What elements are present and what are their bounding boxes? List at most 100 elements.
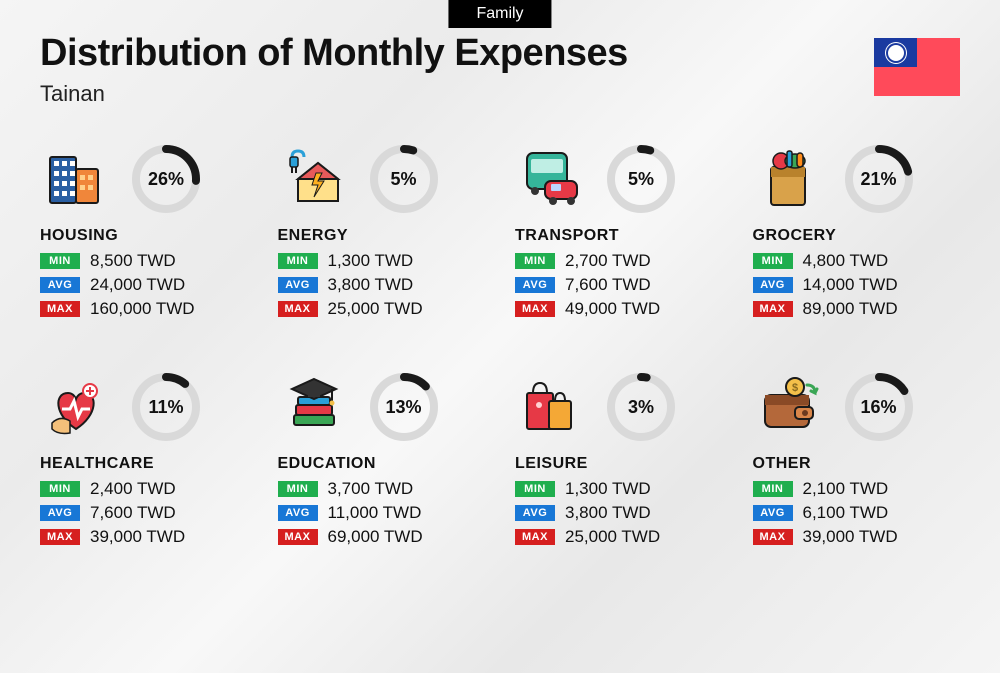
min-value: 2,700 TWD (565, 251, 651, 271)
max-tag: MAX (515, 529, 555, 545)
subtitle-city: Tainan (40, 81, 628, 107)
expense-card-grocery: 21% GROCERY MIN 4,800 TWD AVG 14,000 TWD… (753, 143, 961, 323)
min-value: 3,700 TWD (328, 479, 414, 499)
stat-max: MAX 69,000 TWD (278, 527, 486, 547)
stat-max: MAX 39,000 TWD (753, 527, 961, 547)
expense-card-education: 13% EDUCATION MIN 3,700 TWD AVG 11,000 T… (278, 371, 486, 551)
min-tag: MIN (515, 253, 555, 269)
min-value: 4,800 TWD (803, 251, 889, 271)
percent-label: 26% (130, 143, 202, 215)
avg-tag: AVG (515, 505, 555, 521)
min-value: 1,300 TWD (565, 479, 651, 499)
percent-label: 21% (843, 143, 915, 215)
percent-donut: 16% (843, 371, 915, 443)
shopping-bags-icon (515, 371, 587, 443)
bus-car-icon (515, 143, 587, 215)
percent-label: 16% (843, 371, 915, 443)
percent-donut: 5% (605, 143, 677, 215)
expense-card-housing: 26% HOUSING MIN 8,500 TWD AVG 24,000 TWD… (40, 143, 248, 323)
percent-label: 11% (130, 371, 202, 443)
max-value: 49,000 TWD (565, 299, 660, 319)
stat-avg: AVG 7,600 TWD (515, 275, 723, 295)
min-value: 2,100 TWD (803, 479, 889, 499)
stat-min: MIN 3,700 TWD (278, 479, 486, 499)
taiwan-flag-icon (874, 38, 960, 96)
min-value: 1,300 TWD (328, 251, 414, 271)
min-value: 8,500 TWD (90, 251, 176, 271)
stat-max: MAX 160,000 TWD (40, 299, 248, 319)
avg-value: 24,000 TWD (90, 275, 185, 295)
stat-avg: AVG 11,000 TWD (278, 503, 486, 523)
svg-text:$: $ (791, 382, 797, 394)
max-value: 89,000 TWD (803, 299, 898, 319)
avg-value: 3,800 TWD (328, 275, 414, 295)
percent-label: 3% (605, 371, 677, 443)
stat-min: MIN 8,500 TWD (40, 251, 248, 271)
stat-max: MAX 25,000 TWD (278, 299, 486, 319)
min-tag: MIN (40, 481, 80, 497)
expense-card-transport: 5% TRANSPORT MIN 2,700 TWD AVG 7,600 TWD… (515, 143, 723, 323)
stat-min: MIN 2,100 TWD (753, 479, 961, 499)
stat-avg: AVG 24,000 TWD (40, 275, 248, 295)
percent-donut: 13% (368, 371, 440, 443)
energy-house-icon (278, 143, 350, 215)
stat-min: MIN 2,400 TWD (40, 479, 248, 499)
page-title: Distribution of Monthly Expenses (40, 32, 628, 75)
percent-label: 5% (605, 143, 677, 215)
min-tag: MIN (278, 253, 318, 269)
percent-donut: 3% (605, 371, 677, 443)
expense-grid: 26% HOUSING MIN 8,500 TWD AVG 24,000 TWD… (40, 143, 960, 551)
category-name: TRANSPORT (515, 227, 723, 245)
stat-max: MAX 89,000 TWD (753, 299, 961, 319)
expense-card-healthcare: 11% HEALTHCARE MIN 2,400 TWD AVG 7,600 T… (40, 371, 248, 551)
percent-label: 5% (368, 143, 440, 215)
max-tag: MAX (40, 301, 80, 317)
percent-donut: 5% (368, 143, 440, 215)
avg-value: 7,600 TWD (90, 503, 176, 523)
min-value: 2,400 TWD (90, 479, 176, 499)
category-name: LEISURE (515, 455, 723, 473)
heart-care-icon (40, 371, 112, 443)
stat-min: MIN 1,300 TWD (515, 479, 723, 499)
category-name: EDUCATION (278, 455, 486, 473)
category-name: ENERGY (278, 227, 486, 245)
min-tag: MIN (40, 253, 80, 269)
min-tag: MIN (753, 253, 793, 269)
wallet-icon: $ (753, 371, 825, 443)
avg-tag: AVG (278, 277, 318, 293)
stat-avg: AVG 14,000 TWD (753, 275, 961, 295)
avg-tag: AVG (515, 277, 555, 293)
max-value: 25,000 TWD (565, 527, 660, 547)
avg-tag: AVG (278, 505, 318, 521)
avg-value: 3,800 TWD (565, 503, 651, 523)
percent-donut: 11% (130, 371, 202, 443)
min-tag: MIN (753, 481, 793, 497)
max-value: 25,000 TWD (328, 299, 423, 319)
category-name: GROCERY (753, 227, 961, 245)
max-tag: MAX (515, 301, 555, 317)
category-name: OTHER (753, 455, 961, 473)
grad-cap-books-icon (278, 371, 350, 443)
percent-label: 13% (368, 371, 440, 443)
max-tag: MAX (753, 529, 793, 545)
stat-max: MAX 49,000 TWD (515, 299, 723, 319)
avg-tag: AVG (40, 505, 80, 521)
max-value: 39,000 TWD (803, 527, 898, 547)
stat-avg: AVG 7,600 TWD (40, 503, 248, 523)
stat-max: MAX 25,000 TWD (515, 527, 723, 547)
expense-card-leisure: 3% LEISURE MIN 1,300 TWD AVG 3,800 TWD M… (515, 371, 723, 551)
avg-tag: AVG (753, 277, 793, 293)
expense-card-other: $ 16% OTHER MIN 2,100 TWD AVG 6,100 TWD … (753, 371, 961, 551)
avg-tag: AVG (753, 505, 793, 521)
avg-tag: AVG (40, 277, 80, 293)
stat-min: MIN 4,800 TWD (753, 251, 961, 271)
avg-value: 7,600 TWD (565, 275, 651, 295)
max-tag: MAX (278, 301, 318, 317)
max-value: 39,000 TWD (90, 527, 185, 547)
max-value: 69,000 TWD (328, 527, 423, 547)
percent-donut: 21% (843, 143, 915, 215)
expense-card-energy: 5% ENERGY MIN 1,300 TWD AVG 3,800 TWD MA… (278, 143, 486, 323)
max-value: 160,000 TWD (90, 299, 195, 319)
percent-donut: 26% (130, 143, 202, 215)
grocery-bag-icon (753, 143, 825, 215)
